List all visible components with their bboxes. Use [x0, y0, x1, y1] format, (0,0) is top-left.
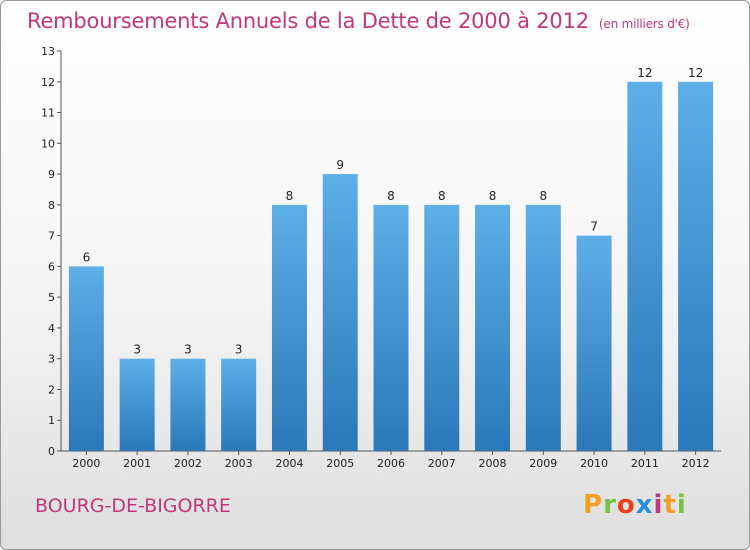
bar-2002 [170, 358, 206, 451]
brand-letter: x [635, 490, 654, 520]
proxiti-logo[interactable]: Proxiti [583, 490, 687, 520]
y-tick-label: 4 [48, 322, 55, 335]
y-tick-label: 1 [48, 414, 55, 427]
data-label-2012: 12 [688, 66, 703, 80]
x-tick-label-2010: 2010 [580, 457, 608, 470]
bar-2001 [119, 358, 155, 451]
x-tick-label-2009: 2009 [529, 457, 557, 470]
x-tick-label-2012: 2012 [682, 457, 710, 470]
y-tick-label: 8 [48, 199, 55, 212]
y-tick-label: 10 [41, 137, 55, 150]
brand-letter: i [653, 490, 664, 520]
data-label-2011: 12 [637, 66, 652, 80]
bar-2005 [322, 174, 358, 452]
data-label-2002: 3 [184, 343, 192, 357]
y-tick-label: 13 [41, 45, 55, 58]
bar-2004 [271, 204, 307, 451]
y-tick-label: 9 [48, 168, 55, 181]
data-label-2005: 9 [336, 158, 344, 172]
x-tick-label-2000: 2000 [72, 457, 100, 470]
bar-2007 [424, 204, 460, 451]
chart-title: Remboursements Annuels de la Dette de 20… [27, 9, 690, 33]
bar-2003 [221, 358, 257, 451]
brand-letter: o [616, 490, 636, 520]
bar-2008 [475, 204, 511, 451]
bar-2000 [68, 266, 104, 451]
x-tick-label-2011: 2011 [631, 457, 659, 470]
y-tick-label: 3 [48, 353, 55, 366]
y-tick-label: 11 [41, 107, 55, 120]
data-label-2007: 8 [438, 189, 446, 203]
y-tick-label: 6 [48, 260, 55, 273]
bar-2009 [525, 204, 561, 451]
y-tick-label: 2 [48, 383, 55, 396]
bar-2011 [627, 81, 663, 452]
chart-unit: (en milliers d'€) [598, 17, 690, 31]
y-tick-label: 5 [48, 291, 55, 304]
data-label-2004: 8 [286, 189, 294, 203]
x-tick-label-2007: 2007 [428, 457, 456, 470]
brand-letter: t [663, 490, 677, 520]
bar-2012 [678, 81, 714, 452]
bars: 6 3 3 3 8 9 8 8 8 8 7 12 12 [68, 66, 714, 452]
data-label-2003: 3 [235, 343, 243, 357]
y-tick-label: 12 [41, 76, 55, 89]
data-label-2000: 6 [83, 250, 91, 264]
chart-title-text: Remboursements Annuels de la Dette de 20… [27, 9, 589, 33]
brand-letter: i [676, 490, 687, 520]
x-tick-label-2002: 2002 [174, 457, 202, 470]
brand-letter: P [583, 490, 604, 520]
data-label-2006: 8 [387, 189, 395, 203]
x-tick-label-2001: 2001 [123, 457, 151, 470]
town-name: BOURG-DE-BIGORRE [35, 495, 231, 517]
y-tick-label: 0 [48, 445, 55, 458]
x-tick-label-2006: 2006 [377, 457, 405, 470]
bar-2006 [373, 204, 409, 451]
y-tick-label: 7 [48, 230, 55, 243]
data-label-2001: 3 [133, 343, 141, 357]
x-tick-label-2004: 2004 [275, 457, 303, 470]
x-tick-label-2008: 2008 [479, 457, 507, 470]
brand-letter: r [603, 490, 617, 520]
x-tick-label-2003: 2003 [225, 457, 253, 470]
x-tick-label-2005: 2005 [326, 457, 354, 470]
data-label-2009: 8 [539, 189, 547, 203]
bar-2010 [576, 235, 612, 451]
data-label-2008: 8 [489, 189, 497, 203]
data-label-2010: 7 [590, 220, 598, 234]
